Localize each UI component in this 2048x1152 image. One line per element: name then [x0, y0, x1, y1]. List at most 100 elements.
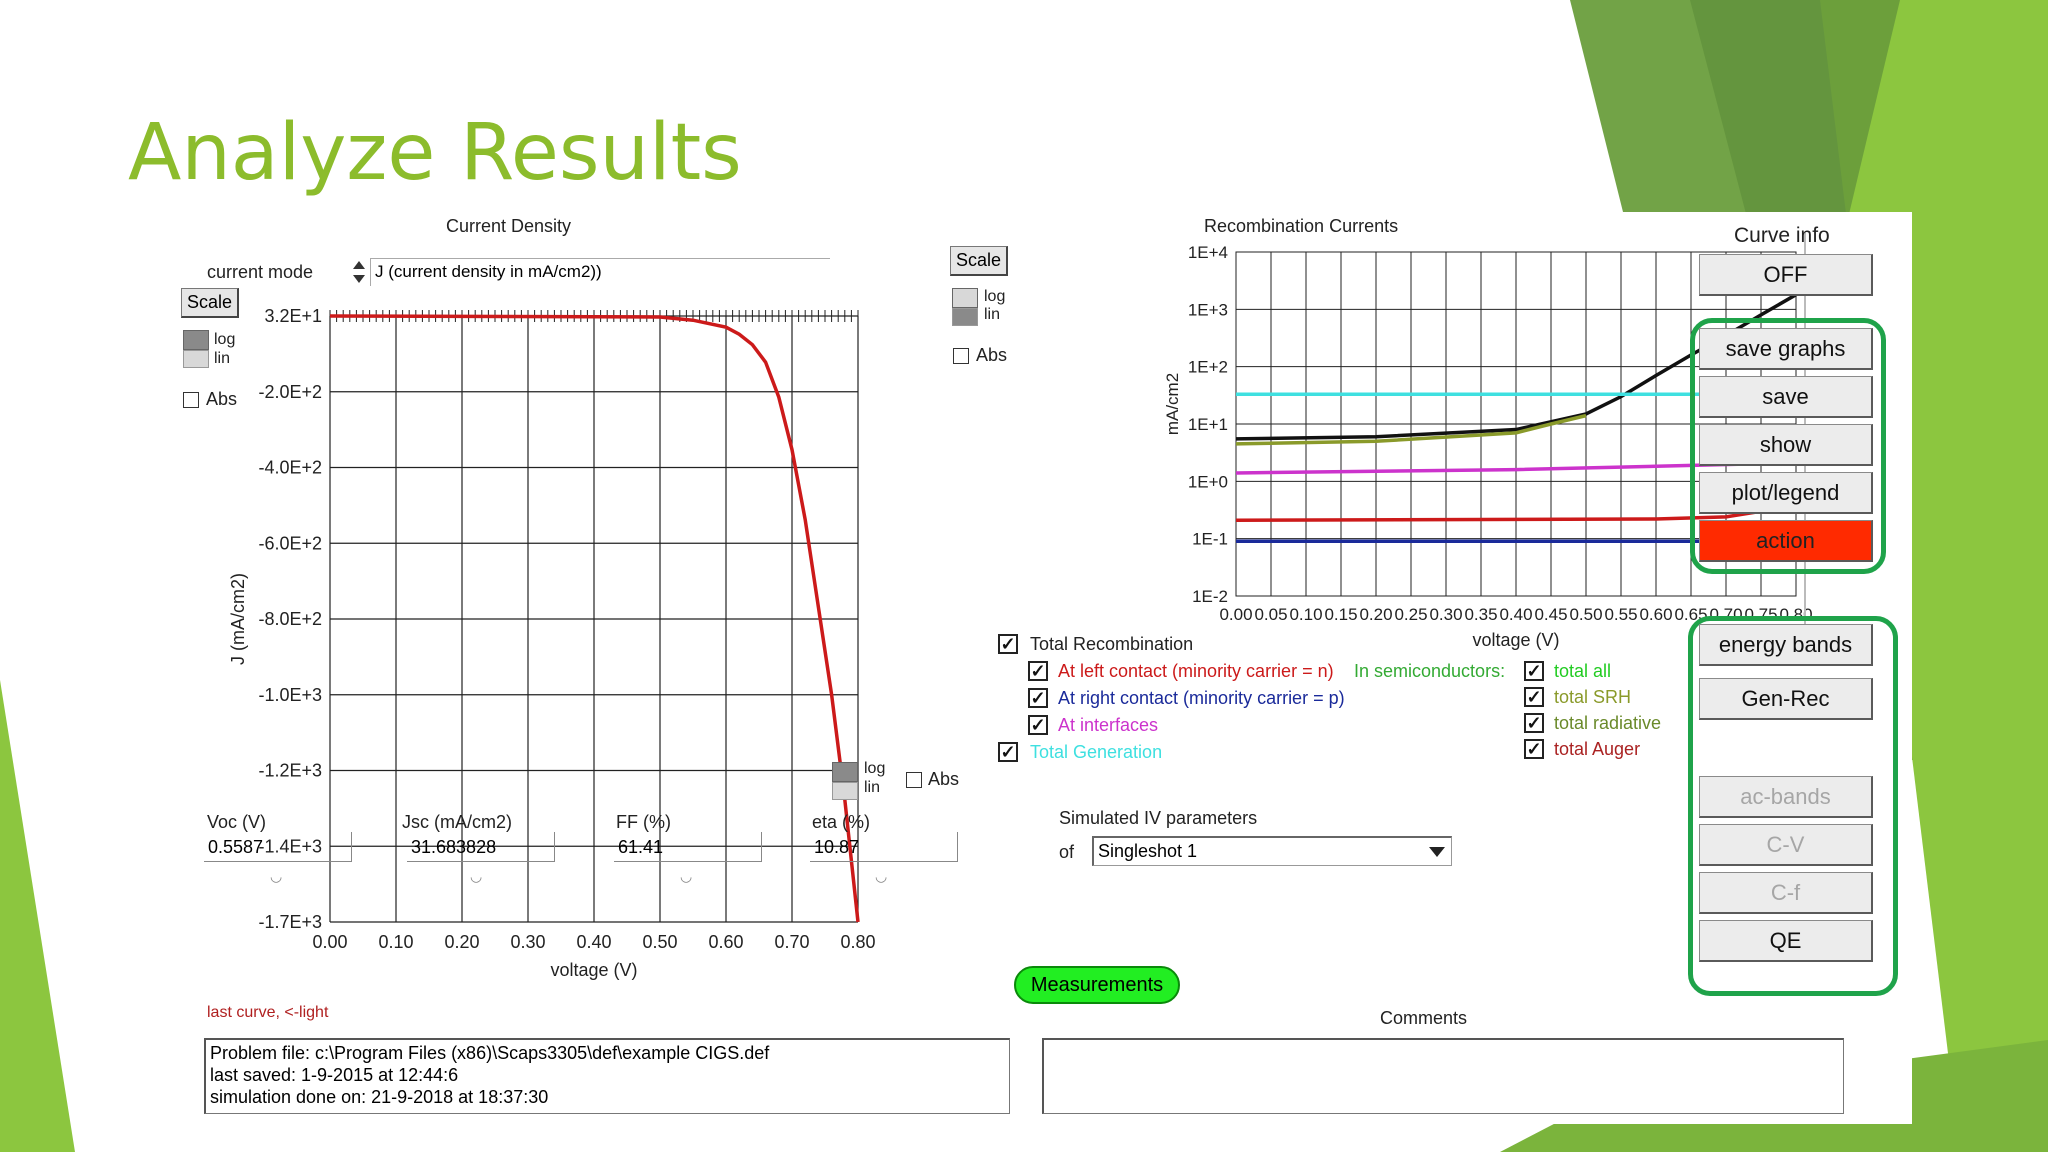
sim-select-dropdown[interactable]: Singleshot 1 — [1092, 836, 1452, 866]
x-tick-label: 0.80 — [840, 932, 875, 952]
y-tick-label: 1E+2 — [1188, 358, 1228, 377]
x-tick-label: 0.00 — [312, 932, 347, 952]
slide-title: Analyze Results — [128, 108, 742, 198]
last-curve-label: last curve, <-light — [207, 1004, 329, 1021]
action-button[interactable]: action — [1699, 520, 1873, 562]
voc-spinner-icon[interactable]: ◡ — [270, 868, 283, 884]
ac-bands-button[interactable]: ac-bands — [1699, 776, 1873, 818]
right-contact-label: At right contact (minority carrier = p) — [1058, 688, 1345, 708]
voc-label: Voc (V) — [207, 812, 267, 832]
of-label: of — [1059, 842, 1075, 862]
curve-info-label: Curve info — [1734, 224, 1830, 247]
y-tick-label: -1.2E+3 — [258, 761, 322, 781]
curve-info-off-button[interactable]: OFF — [1699, 254, 1873, 296]
y-tick-label: -6.0E+2 — [258, 533, 322, 553]
problem-file-line: Problem file: c:\Program Files (x86)\Sca… — [210, 1043, 770, 1063]
left-contact-checkbox[interactable]: ✓ — [1028, 661, 1048, 681]
c-v-button[interactable]: C-V — [1699, 824, 1873, 866]
total-srh-checkbox[interactable]: ✓ — [1524, 687, 1544, 707]
sim-params-label: Simulated IV parameters — [1059, 808, 1258, 828]
y-tick-label: 1E+4 — [1188, 243, 1228, 262]
left-scale-button[interactable]: Scale — [181, 288, 239, 318]
total-generation-checkbox[interactable]: ✓ — [998, 742, 1018, 762]
total-recombination-label: Total Recombination — [1030, 634, 1194, 654]
y-tick-label: -1.7E+3 — [258, 912, 322, 932]
y-axis-label: J (mA/cm2) — [228, 573, 248, 665]
interfaces-checkbox[interactable]: ✓ — [1028, 715, 1048, 735]
x-tick-label: 0.05 — [1254, 605, 1287, 624]
simulation-done-line: simulation done on: 21-9-2018 at 18:37:3… — [210, 1087, 549, 1107]
show-button[interactable]: show — [1699, 424, 1873, 466]
comments-label: Comments — [1380, 1008, 1468, 1028]
total-radiative-checkbox[interactable]: ✓ — [1524, 713, 1544, 733]
left-abs-checkbox[interactable] — [183, 392, 199, 408]
right-abs-label: Abs — [976, 345, 1008, 365]
energy-bands-button[interactable]: energy bands — [1699, 624, 1873, 666]
measurements-button[interactable]: Measurements — [1014, 966, 1180, 1004]
x-tick-label: 0.10 — [1289, 605, 1322, 624]
current-mode-select[interactable]: J (current density in mA/cm2)) — [370, 258, 830, 286]
jv-curve — [329, 314, 860, 923]
save-graphs-button[interactable]: save graphs — [1699, 328, 1873, 370]
right-scale-button[interactable]: Scale — [950, 246, 1008, 276]
sim-select-value: Singleshot 1 — [1098, 841, 1198, 861]
jsc-field[interactable]: 31.683828 — [407, 832, 555, 862]
x-tick-label: 0.15 — [1324, 605, 1357, 624]
right-abs-checkbox[interactable] — [953, 348, 969, 364]
right-loglin-toggle[interactable] — [952, 288, 978, 326]
y-tick-label: 3.2E+1 — [264, 306, 322, 326]
y-tick-label: -1.4E+3 — [258, 836, 322, 856]
x-tick-label: 0.30 — [510, 932, 545, 952]
x-tick-label: 0.20 — [444, 932, 479, 952]
bottom-lin-label: lin — [864, 779, 881, 796]
y-tick-label: -4.0E+2 — [258, 458, 322, 478]
analysis-group-highlight — [1688, 616, 1898, 996]
x-axis-label: voltage (V) — [550, 960, 637, 980]
total-recombination-checkbox[interactable]: ✓ — [998, 634, 1018, 654]
total-auger-checkbox[interactable]: ✓ — [1524, 739, 1544, 759]
right-log-label: log — [984, 288, 1006, 305]
dropdown-arrow-icon — [1429, 847, 1445, 857]
x-tick-label: 0.70 — [774, 932, 809, 952]
comments-box[interactable] — [1042, 1038, 1844, 1114]
x-tick-label: 0.60 — [708, 932, 743, 952]
left-abs-label: Abs — [206, 389, 238, 409]
ff-field[interactable]: 61.41 — [614, 832, 762, 862]
ff-spinner-icon[interactable]: ◡ — [680, 868, 693, 884]
c-f-button[interactable]: C-f — [1699, 872, 1873, 914]
voc-field[interactable]: 0.5587 — [204, 832, 352, 862]
x-tick-label: 0.45 — [1534, 605, 1567, 624]
qe-button[interactable]: QE — [1699, 920, 1873, 962]
eta-spinner-icon[interactable]: ◡ — [875, 868, 888, 884]
x-tick-label: 0.60 — [1639, 605, 1672, 624]
current-density-chart: 0.00 0.10 0.20 0.30 0.40 0.50 0.60 0.70 0.80 3.2E… — [228, 306, 876, 980]
current-mode-spinner[interactable] — [352, 258, 366, 286]
plot-legend-button[interactable]: plot/legend — [1699, 472, 1873, 514]
bottom-loglin-toggle[interactable] — [832, 762, 858, 800]
gen-rec-button[interactable]: Gen-Rec — [1699, 678, 1873, 720]
left-contact-label: At left contact (minority carrier = n) — [1058, 661, 1334, 681]
bottom-abs-checkbox[interactable] — [906, 772, 922, 788]
total-auger-label: total Auger — [1554, 739, 1641, 759]
total-all-checkbox[interactable]: ✓ — [1524, 661, 1544, 681]
total-srh-label: total SRH — [1554, 687, 1632, 707]
left-loglin-toggle[interactable] — [183, 330, 209, 368]
left-lin-label: lin — [214, 350, 231, 367]
total-all-label: total all — [1554, 661, 1612, 681]
recombination-title: Recombination Currents — [1204, 216, 1399, 236]
scaps-window: Current Density current mode J (current … — [150, 212, 1912, 1124]
y-tick-label: -8.0E+2 — [258, 609, 322, 629]
save-button[interactable]: save — [1699, 376, 1873, 418]
left-log-label: log — [214, 331, 236, 348]
x-tick-label: 0.25 — [1394, 605, 1427, 624]
eta-field[interactable]: 10.87 — [810, 832, 958, 862]
jsc-label: Jsc (mA/cm2) — [402, 812, 512, 832]
recombination-chart: 0.00 0.05 0.10 0.15 0.20 0.25 0.30 0.35 0.40 0.45… — [1163, 232, 1813, 650]
bottom-log-label: log — [864, 760, 886, 777]
current-density-title: Current Density — [446, 216, 572, 236]
right-contact-checkbox[interactable]: ✓ — [1028, 688, 1048, 708]
current-mode-label: current mode — [207, 262, 314, 282]
jsc-spinner-icon[interactable]: ◡ — [470, 868, 483, 884]
y-tick-label: -2.0E+2 — [258, 382, 322, 402]
x-tick-label: 0.00 — [1219, 605, 1252, 624]
